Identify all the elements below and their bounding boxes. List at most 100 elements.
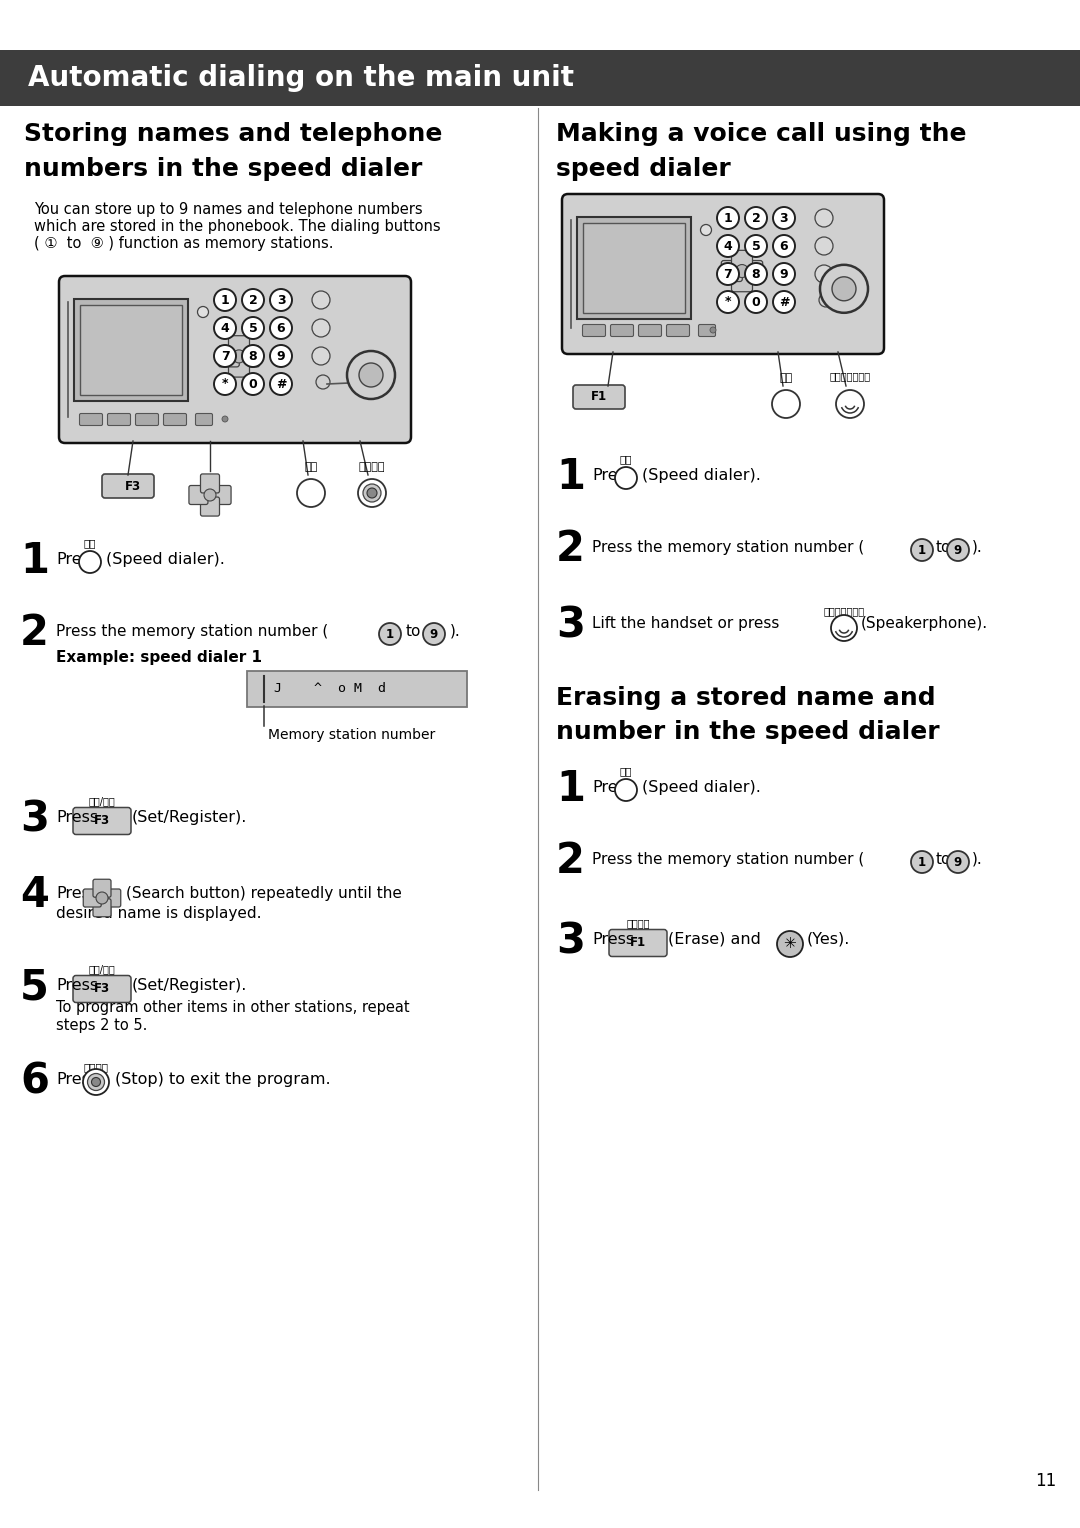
- FancyBboxPatch shape: [609, 929, 667, 957]
- Text: numbers in the speed dialer: numbers in the speed dialer: [24, 157, 422, 180]
- Text: ).: ).: [450, 623, 461, 639]
- Circle shape: [242, 316, 264, 339]
- Text: 7: 7: [220, 350, 229, 362]
- Text: Press: Press: [592, 468, 634, 483]
- Circle shape: [214, 316, 237, 339]
- Circle shape: [815, 209, 833, 228]
- FancyBboxPatch shape: [75, 299, 188, 400]
- Text: (Set/Register).: (Set/Register).: [132, 978, 247, 993]
- FancyBboxPatch shape: [699, 324, 715, 336]
- Text: 1: 1: [556, 455, 585, 498]
- Text: 6: 6: [276, 321, 285, 335]
- FancyBboxPatch shape: [577, 217, 691, 319]
- Text: (Search button) repeatedly until the: (Search button) repeatedly until the: [126, 886, 402, 902]
- Text: Press: Press: [56, 1073, 98, 1086]
- Circle shape: [947, 851, 969, 872]
- Circle shape: [717, 290, 739, 313]
- Text: 1: 1: [220, 293, 229, 307]
- Text: 6: 6: [780, 240, 788, 252]
- FancyBboxPatch shape: [201, 474, 219, 494]
- FancyBboxPatch shape: [102, 474, 154, 498]
- Text: You can store up to 9 names and telephone numbers: You can store up to 9 names and telephon…: [33, 202, 422, 217]
- Text: 5: 5: [752, 240, 760, 252]
- Circle shape: [831, 614, 858, 642]
- Circle shape: [367, 487, 377, 498]
- Text: 0: 0: [752, 295, 760, 309]
- FancyBboxPatch shape: [562, 194, 885, 354]
- Circle shape: [735, 264, 748, 278]
- Text: 9: 9: [276, 350, 285, 362]
- FancyBboxPatch shape: [83, 889, 102, 908]
- Text: スピーカーホン: スピーカーホン: [823, 607, 865, 616]
- Text: (Erase) and: (Erase) and: [669, 932, 761, 947]
- Text: 短縮: 短縮: [84, 538, 96, 549]
- Text: クリアー: クリアー: [626, 918, 650, 929]
- Circle shape: [745, 235, 767, 257]
- Text: number in the speed dialer: number in the speed dialer: [556, 720, 940, 744]
- Text: Press the memory station number (: Press the memory station number (: [56, 623, 328, 639]
- FancyBboxPatch shape: [189, 486, 208, 504]
- Text: 9: 9: [954, 856, 962, 868]
- Text: 2: 2: [556, 529, 585, 570]
- Text: 短縮: 短縮: [305, 461, 318, 472]
- Text: 1: 1: [556, 769, 585, 810]
- Text: Press: Press: [56, 552, 98, 567]
- Circle shape: [214, 289, 237, 312]
- Text: #: #: [779, 295, 789, 309]
- Text: *: *: [725, 295, 731, 309]
- Circle shape: [270, 316, 292, 339]
- Circle shape: [820, 264, 868, 313]
- Text: F3: F3: [94, 814, 110, 828]
- Circle shape: [615, 468, 637, 489]
- Text: 決定/登録: 決定/登録: [89, 796, 116, 807]
- FancyBboxPatch shape: [742, 261, 762, 281]
- Circle shape: [232, 350, 245, 364]
- Circle shape: [717, 263, 739, 286]
- Circle shape: [379, 623, 401, 645]
- Text: 3: 3: [556, 920, 585, 963]
- Text: Press: Press: [592, 932, 634, 947]
- Circle shape: [773, 263, 795, 286]
- Circle shape: [312, 319, 330, 338]
- Text: Automatic dialing on the main unit: Automatic dialing on the main unit: [28, 64, 573, 92]
- Circle shape: [773, 206, 795, 229]
- Circle shape: [270, 289, 292, 312]
- Text: ✳: ✳: [784, 937, 796, 952]
- FancyBboxPatch shape: [0, 50, 1080, 105]
- Text: 1: 1: [724, 211, 732, 225]
- Circle shape: [214, 345, 237, 367]
- Text: 短縮: 短縮: [620, 766, 632, 776]
- Text: ).: ).: [972, 539, 983, 555]
- FancyBboxPatch shape: [201, 497, 219, 516]
- FancyBboxPatch shape: [229, 356, 249, 377]
- Text: ストップ: ストップ: [83, 1062, 108, 1073]
- Text: 4: 4: [724, 240, 732, 252]
- FancyBboxPatch shape: [59, 277, 411, 443]
- Text: to: to: [936, 539, 951, 555]
- FancyBboxPatch shape: [212, 486, 231, 504]
- Text: J    ^  o M  d: J ^ o M d: [274, 683, 386, 695]
- Text: speed dialer: speed dialer: [556, 157, 731, 180]
- Circle shape: [815, 237, 833, 255]
- Text: desired name is displayed.: desired name is displayed.: [56, 906, 261, 921]
- Circle shape: [717, 235, 739, 257]
- Text: steps 2 to 5.: steps 2 to 5.: [56, 1018, 147, 1033]
- Text: Example: speed dialer 1: Example: speed dialer 1: [56, 649, 262, 665]
- Text: F1: F1: [630, 937, 646, 949]
- FancyBboxPatch shape: [80, 414, 103, 425]
- Circle shape: [773, 235, 795, 257]
- Circle shape: [83, 1070, 109, 1096]
- Text: 2: 2: [556, 840, 585, 882]
- Circle shape: [615, 779, 637, 801]
- Text: 8: 8: [752, 267, 760, 281]
- Text: 6: 6: [21, 1060, 49, 1102]
- Text: 8: 8: [248, 350, 257, 362]
- Text: (Speed dialer).: (Speed dialer).: [106, 552, 225, 567]
- FancyBboxPatch shape: [731, 270, 753, 292]
- Circle shape: [222, 416, 228, 422]
- Circle shape: [717, 206, 739, 229]
- Text: 1: 1: [918, 544, 926, 556]
- FancyBboxPatch shape: [93, 898, 111, 917]
- Text: F3: F3: [125, 480, 141, 492]
- Text: 2: 2: [248, 293, 257, 307]
